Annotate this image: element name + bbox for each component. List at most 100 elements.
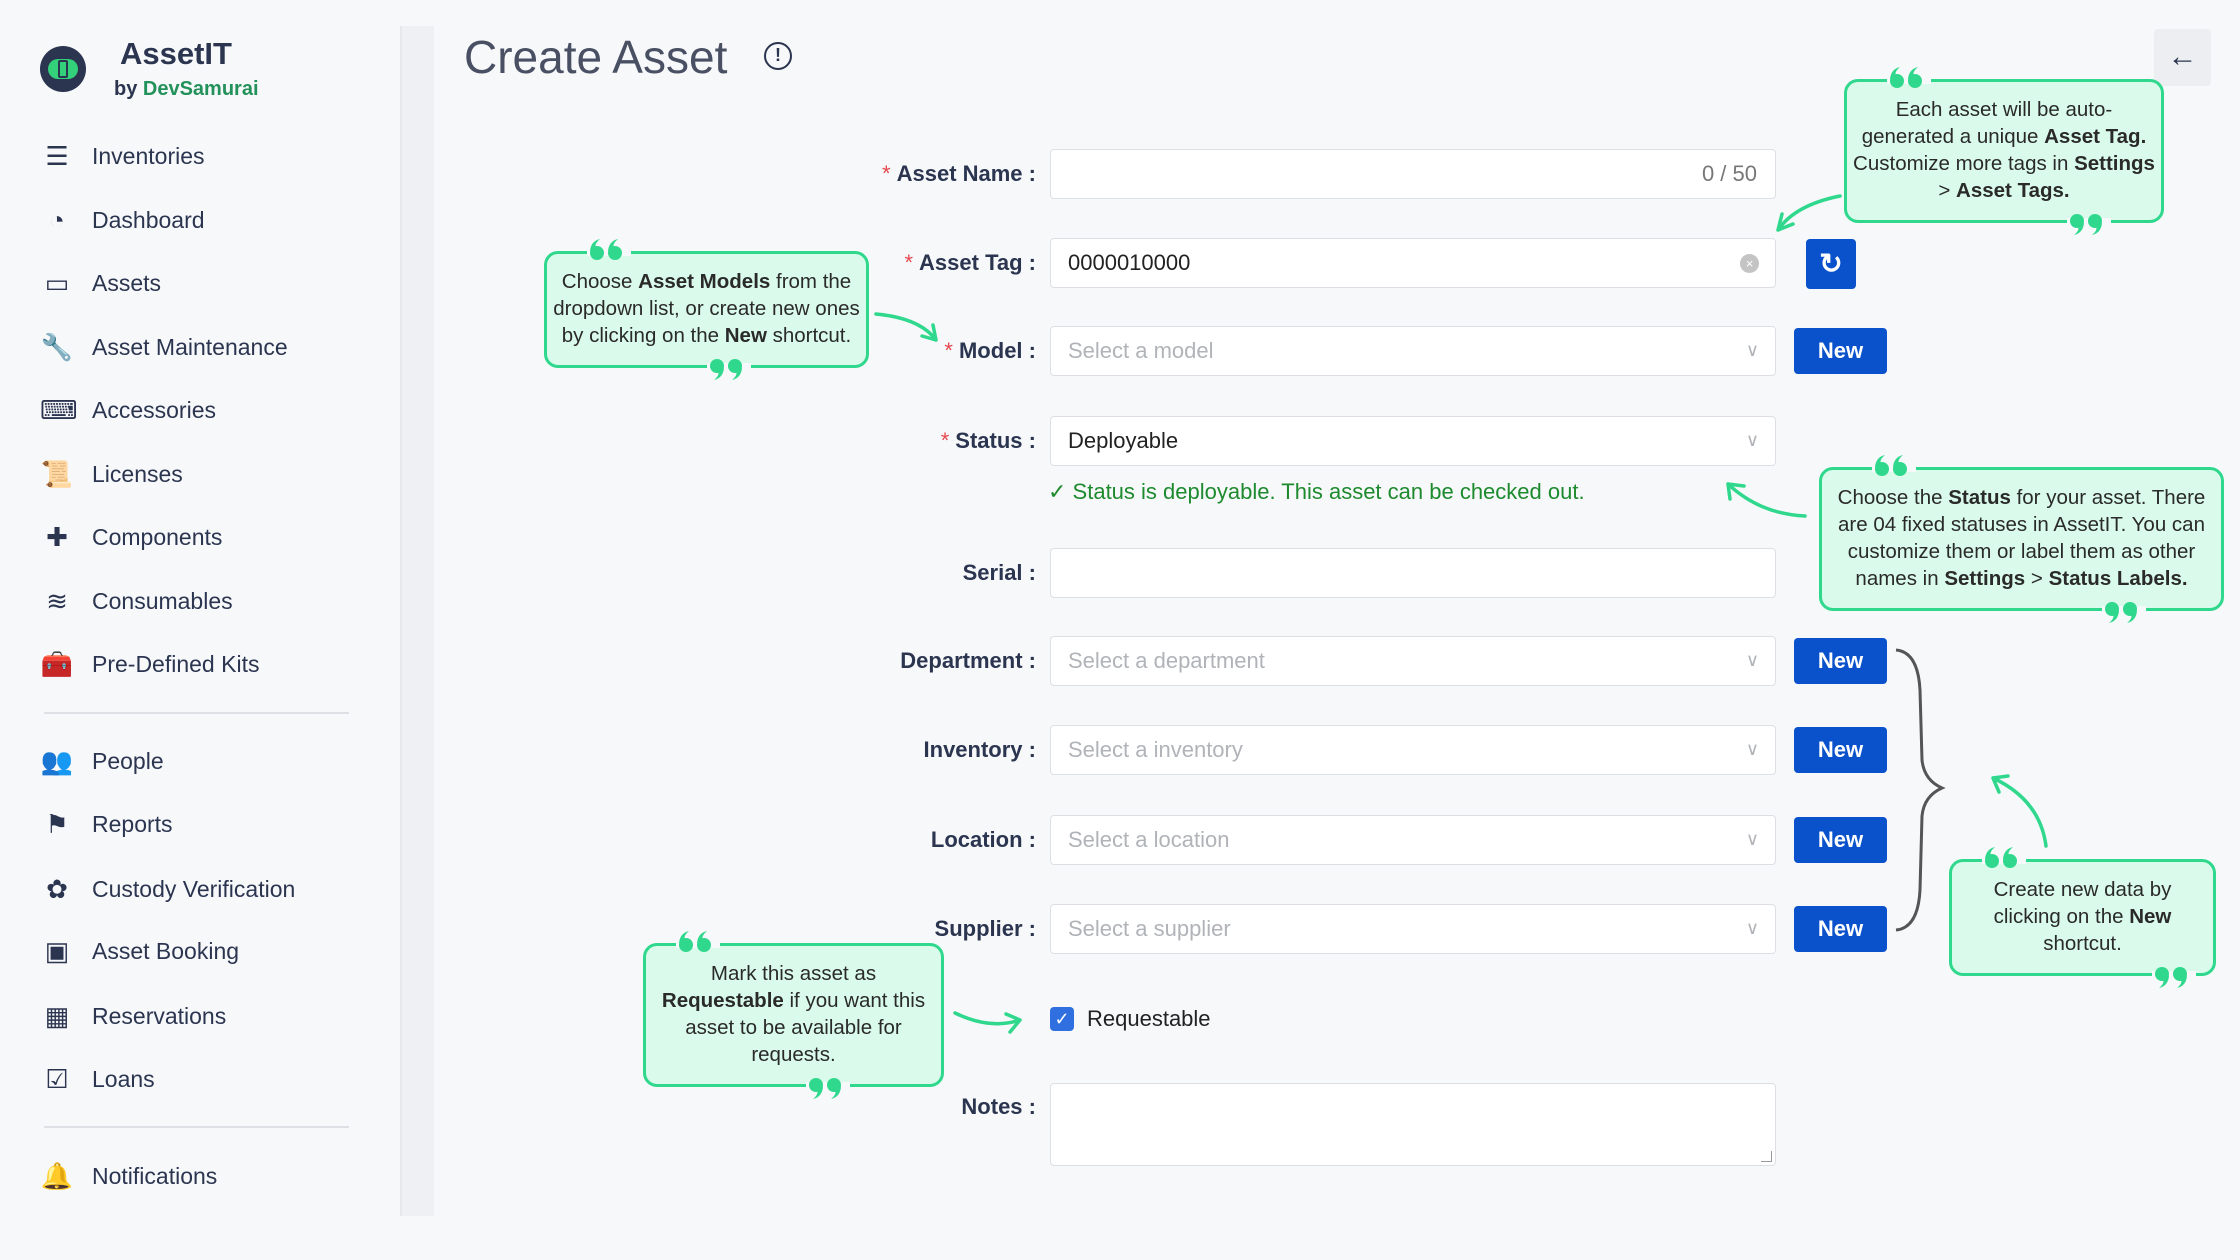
callout-segment: Mark this asset as [710,962,877,985]
serial-label: Serial : [962,560,1036,585]
close-quote-icon [2102,602,2146,623]
callout-text: Choose Asset Models from the dropdown li… [553,268,860,349]
chevron-down-icon: ∨ [1745,650,1759,670]
status-message: ✓ Status is deployable. This asset can b… [1048,479,1585,504]
sidebar-item-inventories[interactable]: ☰ Inventories [40,136,204,176]
model-select[interactable]: Select a model ∨ [1050,326,1776,376]
logo-icon [40,46,86,92]
sidebar-item-label: Accessories [92,396,216,423]
sidebar-divider [44,1126,349,1128]
callout-segment: > [1938,179,1957,202]
department-label: Department : [900,648,1036,673]
sidebar-item-consumables[interactable]: ≋ Consumables [40,581,233,621]
sidebar-item-label: Notifications [92,1162,218,1189]
location-select[interactable]: Select a location ∨ [1050,815,1776,865]
puzzle-icon: ✚ [46,521,68,552]
sliders-icon: ☰ [45,140,69,171]
callout-emphasis: Asset Tag. [2044,125,2147,148]
new-location-button[interactable]: New [1794,817,1887,863]
sidebar-item-reports[interactable]: ⚑ Reports [40,804,172,844]
arrow-asset-tag [1776,194,1842,232]
callout-segment: shortcut. [2043,932,2122,955]
clear-icon[interactable]: × [1740,254,1759,273]
callout-requestable: Mark this asset as Requestable if you wa… [643,931,944,1099]
callout-asset-model: Choose Asset Models from the dropdown li… [544,239,869,380]
laptop-icon: ▭ [44,267,70,298]
sidebar-item-people[interactable]: 👥 People [40,741,164,781]
sidebar-item-licenses[interactable]: 📜 Licenses [40,454,183,494]
users-icon: 👥 [40,745,74,776]
sidebar-item-dashboard[interactable]: ◔ Dashboard [40,200,205,240]
sidebar-item-accessories[interactable]: ⌨ Accessories [40,390,216,430]
new-inventory-button[interactable]: New [1794,727,1887,773]
sidebar-item-asset-booking[interactable]: ▣ Asset Booking [40,931,239,971]
callout-text: Mark this asset as Requestable if you wa… [652,960,935,1068]
sidebar-item-custody-verification[interactable]: ✿ Custody Verification [40,869,295,909]
sidebar-item-label: Pre-Defined Kits [92,650,260,677]
status-select[interactable]: Deployable ∨ [1050,416,1776,466]
page-title: Create Asset [464,31,728,83]
arrow-requestable [953,1011,1022,1034]
sidebar-divider [44,712,349,714]
callout-text: Create new data by clicking on the New s… [1958,876,2207,957]
sidebar-item-label: People [92,747,164,774]
wrench-icon: 🔧 [40,331,74,362]
brace-new-buttons [1895,648,1946,932]
callout-emphasis: Status Labels. [2048,567,2188,590]
sidebar-item-pre-defined-kits[interactable]: 🧰 Pre-Defined Kits [40,644,260,684]
callout-emphasis: Status [1948,486,2011,509]
callout-emphasis: Settings [2074,152,2155,175]
arrow-status [1726,482,1807,518]
callout-emphasis: Asset Tags. [1956,179,2070,202]
sidebar-item-label: Loans [92,1065,155,1092]
sidebar-item-label: Dashboard [92,206,205,233]
layers-icon: ≋ [46,585,68,616]
callout-segment: from the dropdown list, or create new on… [553,270,860,347]
sidebar-item-components[interactable]: ✚ Components [40,517,222,557]
asset-name-label: * Asset Name : [882,161,1036,186]
close-quote-icon [806,1078,850,1099]
inventory-select[interactable]: Select a inventory ∨ [1050,725,1776,775]
chevron-down-icon: ∨ [1745,829,1759,849]
flag-icon: ⚑ [45,808,69,839]
new-model-button[interactable]: New [1794,328,1887,374]
inventory-label: Inventory : [923,737,1036,762]
requestable-checkbox[interactable]: ✓ [1050,1007,1074,1031]
location-label: Location : [930,827,1036,852]
requestable-label[interactable]: Requestable [1087,1006,1211,1031]
callout-segment: > [2025,567,2049,590]
sidebar-item-reservations[interactable]: ▦ Reservations [40,996,227,1036]
callout-segment: Choose [561,270,639,293]
asset-tag-input[interactable]: 0000010000 × [1050,238,1776,288]
chevron-down-icon: ∨ [1745,918,1759,938]
sidebar-item-label: Asset Booking [92,937,240,964]
regenerate-tag-button[interactable]: ↻ [1806,239,1856,289]
sidebar-item-notifications[interactable]: 🔔 Notifications [40,1156,217,1196]
asset-name-input[interactable]: 0 / 50 [1050,149,1776,199]
check-icon: ✓ [1048,479,1073,504]
back-button[interactable]: ← [2154,29,2211,86]
app-vendor: by DevSamurai [114,77,259,101]
callout-segment: for your asset. There are 04 fixed statu… [1838,486,2206,590]
bell-icon: 🔔 [40,1160,74,1191]
new-department-button[interactable]: New [1794,638,1887,684]
serial-input[interactable] [1050,548,1776,598]
calendar-check-icon: ☑ [45,1063,69,1094]
sidebar-item-assets[interactable]: ▭ Assets [40,263,161,303]
new-supplier-button[interactable]: New [1794,906,1887,952]
notes-textarea[interactable] [1050,1083,1776,1166]
callout-status: Choose the Status for your asset. There … [1819,455,2224,623]
info-icon[interactable]: ! [764,42,792,70]
sidebar-item-loans[interactable]: ☑ Loans [40,1059,155,1099]
sidebar-item-label: Asset Maintenance [92,333,288,360]
sidebar-item-label: Reservations [92,1002,227,1029]
chevron-down-icon: ∨ [1745,430,1759,450]
close-quote-icon [707,359,751,380]
supplier-select[interactable]: Select a supplier ∨ [1050,904,1776,954]
callout-emphasis: Asset Models [638,270,771,293]
department-select[interactable]: Select a department ∨ [1050,636,1776,686]
char-counter: 0 / 50 [1701,161,1757,186]
sidebar-item-asset-maintenance[interactable]: 🔧 Asset Maintenance [40,327,288,367]
chevron-down-icon: ∨ [1745,340,1759,360]
sidebar-collapse-strip[interactable] [400,26,434,1216]
